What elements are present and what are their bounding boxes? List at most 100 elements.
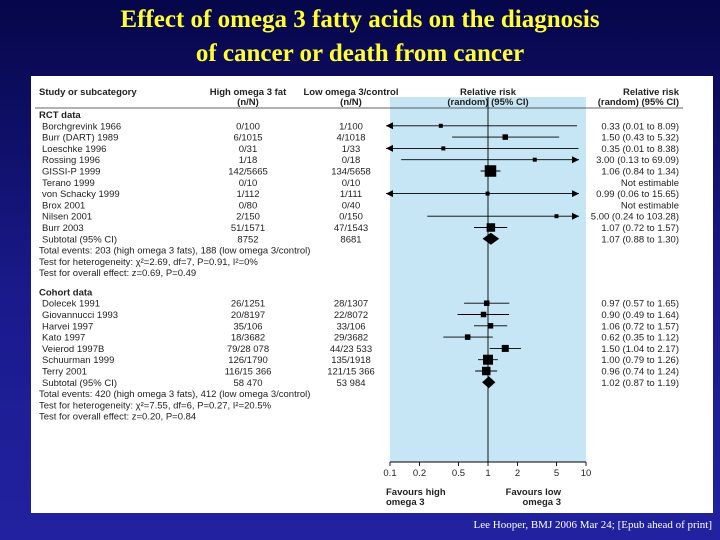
study-high-count: 35/106 <box>233 321 262 332</box>
study-high-count: 18/3682 <box>231 333 265 344</box>
study-low-count: 29/3682 <box>334 333 368 344</box>
x-axis-tick-label: 2 <box>515 468 520 479</box>
study-name: Rossing 1996 <box>42 155 100 166</box>
study-name: Giovannucci 1993 <box>42 310 118 321</box>
study-point-box <box>441 146 446 151</box>
study-low-count: 22/8072 <box>334 310 368 321</box>
subtotal-rr-text: 1.07 (0.88 to 1.30) <box>601 234 679 245</box>
citation-footer: Lee Hooper, BMJ 2006 Mar 24; [Epub ahead… <box>473 519 712 531</box>
study-name: Terano 1999 <box>42 178 95 189</box>
subtotal-low-count: 53 984 <box>336 378 365 389</box>
study-low-count: 0/18 <box>342 155 361 166</box>
study-low-count: 44/23 533 <box>330 344 372 355</box>
group-label: RCT data <box>39 110 81 121</box>
favours-right-label: Favours low <box>506 487 562 498</box>
study-rr-text: Not estimable <box>621 178 679 189</box>
subtotal-rr-text: 1.02 (0.87 to 1.19) <box>601 378 679 389</box>
ci-arrow-left <box>386 122 393 130</box>
study-name: GISSI-P 1999 <box>42 167 100 178</box>
study-low-count: 134/5658 <box>331 167 371 178</box>
header-relative-risk-text: Relative risk <box>623 87 680 98</box>
study-name: Kato 1997 <box>42 333 85 344</box>
study-point-box <box>483 300 490 306</box>
study-low-count: 33/106 <box>336 321 365 332</box>
study-high-count: 0/31 <box>239 144 258 155</box>
group-label: Cohort data <box>39 287 93 298</box>
study-rr-text: 3.00 (0.13 to 69.09) <box>596 155 679 166</box>
study-name: Brox 2001 <box>42 200 85 211</box>
study-high-count: 0/100 <box>236 121 260 132</box>
study-rr-text: 0.96 (0.74 to 1.24) <box>601 367 679 378</box>
study-high-count: 1/18 <box>239 155 258 166</box>
subtotal-diamond <box>482 376 496 389</box>
study-rr-text: 1.00 (0.79 to 1.26) <box>601 355 679 366</box>
header-low-omega: Low omega 3/control <box>303 87 398 98</box>
study-low-count: 135/1918 <box>331 355 371 366</box>
study-name: Harvei 1997 <box>42 321 93 332</box>
forest-plot: Study or subcategory High omega 3 fat(n/N… <box>35 87 683 508</box>
study-low-count: 0/10 <box>342 178 361 189</box>
study-high-count: 126/1790 <box>228 355 268 366</box>
study-rr-text: 5.00 (0.24 to 103.28) <box>591 212 679 223</box>
study-rr-text: 0.62 (0.35 to 1.12) <box>601 333 679 344</box>
study-point-box <box>464 334 471 340</box>
study-high-count: 0/80 <box>239 200 258 211</box>
favours-left-label: Favours high <box>386 487 446 498</box>
study-rr-text: 0.90 (0.49 to 1.64) <box>601 310 679 321</box>
group-note: Test for overall effect: z=0.20, P=0.84 <box>39 412 196 423</box>
group-note: Total events: 420 (high omega 3 fats), 4… <box>39 389 310 400</box>
group-note: Test for heterogeneity: χ²=2.69, df=7, P… <box>39 257 258 268</box>
header-high-omega: High omega 3 fat <box>210 87 287 98</box>
study-rr-text: 1.06 (0.84 to 1.34) <box>601 167 679 178</box>
ci-arrow-left <box>386 144 393 152</box>
slide-title-line2: of cancer or death from cancer <box>195 40 525 67</box>
study-point-box <box>532 157 537 162</box>
x-axis-tick-label: 0.1 <box>383 468 396 479</box>
study-low-count: 28/1307 <box>334 299 368 310</box>
study-point-box <box>502 134 509 140</box>
study-high-count: 6/1015 <box>233 133 262 144</box>
header-relative-risk-text-ci: (random) (95% CI) <box>598 97 679 108</box>
header-relative-risk: Relative risk <box>460 87 517 98</box>
x-axis-tick-label: 0.2 <box>413 468 426 479</box>
study-rr-text: 0.97 (0.57 to 1.65) <box>601 299 679 310</box>
study-name: Dolecek 1991 <box>42 299 100 310</box>
study-rr-text: Not estimable <box>621 200 679 211</box>
study-rr-text: 0.33 (0.01 to 8.09) <box>601 121 679 132</box>
x-axis-tick-label: 5 <box>554 468 559 479</box>
x-axis-tick-label: 10 <box>581 468 592 479</box>
study-rr-text: 1.06 (0.72 to 1.57) <box>601 321 679 332</box>
study-low-count: 0/150 <box>339 212 363 223</box>
study-high-count: 1/112 <box>236 189 259 200</box>
study-high-count: 79/28 078 <box>227 344 269 355</box>
study-rr-text: 1.50 (0.43 to 5.32) <box>601 133 679 144</box>
study-name: Burr 2003 <box>42 223 84 234</box>
study-name: Nilsen 2001 <box>42 212 92 223</box>
study-point-box <box>482 366 491 376</box>
study-point-box <box>438 123 443 128</box>
study-point-box <box>487 323 494 329</box>
study-high-count: 26/1251 <box>231 299 265 310</box>
study-high-count: 116/15 366 <box>225 367 272 378</box>
study-point-box <box>484 165 497 177</box>
subtotal-name: Subtotal (95% CI) <box>42 234 117 245</box>
study-name: von Schacky 1999 <box>42 189 120 200</box>
ci-arrow-right <box>572 212 579 220</box>
subtotal-name: Subtotal (95% CI) <box>42 378 117 389</box>
group-note: Test for overall effect: z=0.69, P=0.49 <box>39 268 196 279</box>
forest-plot-panel: Study or subcategory High omega 3 fat (n/N… <box>31 76 713 513</box>
study-name: Veierod 1997B <box>42 344 104 355</box>
study-name: Borchgrevink 1966 <box>42 121 121 132</box>
study-low-count: 1/33 <box>342 144 361 155</box>
study-rr-text: 1.50 (1.04 to 2.17) <box>601 344 679 355</box>
study-low-count: 4/1018 <box>336 133 365 144</box>
study-name: Loeschke 1996 <box>42 144 106 155</box>
study-high-count: 20/8197 <box>231 310 265 321</box>
study-high-count: 142/5665 <box>228 167 268 178</box>
favours-left-label-2: omega 3 <box>386 497 425 508</box>
study-low-count: 1/100 <box>339 121 363 132</box>
subtotal-diamond <box>482 232 500 245</box>
study-name: Schuurman 1999 <box>42 355 114 366</box>
favours-right-label-2: omega 3 <box>522 497 561 508</box>
